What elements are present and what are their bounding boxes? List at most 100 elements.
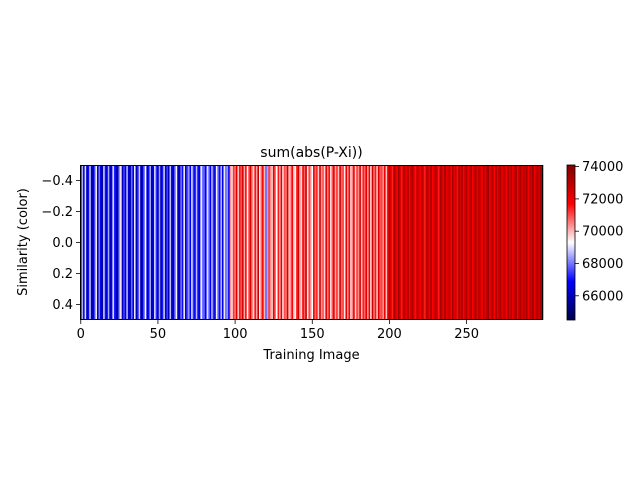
heatmap-cell [112,165,115,320]
heatmap-cell [225,165,227,320]
heatmap-cell [407,165,410,320]
heatmap-cell [391,165,394,320]
heatmap-cell [431,165,434,320]
heatmap-cell [526,165,528,320]
heatmap-cell [104,165,107,320]
heatmap-cell [411,165,414,320]
heatmap-cell [303,165,306,320]
heatmap-cell [121,165,124,320]
heatmap-cell [427,165,430,320]
heatmap-cell [154,165,156,320]
heatmap-cell [252,165,255,320]
heatmap-cell [459,165,462,320]
heatmap-cell [288,165,291,320]
heatmap-cell [96,165,99,320]
heatmap-cell [228,165,231,320]
heatmap-cell [362,165,365,320]
colorbar-tick-label: 68000 [582,257,623,272]
heatmap-cell [263,165,266,320]
heatmap-cell [399,165,402,320]
heatmap-cell [134,165,136,320]
heatmap-cell [340,165,343,320]
heatmap-cell [175,165,178,320]
heatmap-cell [397,165,400,320]
heatmap-cell [141,165,144,320]
heatmap-cell [195,165,198,320]
heatmap-cell [388,165,391,320]
heatmap-cell [198,165,201,320]
heatmap-cell [313,165,315,320]
heatmap-cell [516,165,519,320]
heatmap-cell [334,165,337,320]
heatmap-cell [249,165,252,320]
heatmap-cell [147,165,150,320]
heatmap-cell [467,165,470,320]
heatmap-cell [232,165,235,320]
y-tick-label: −0.4 [41,174,73,189]
heatmap-cell [479,165,482,320]
heatmap-cell [300,165,303,320]
heatmap-cell [438,165,440,320]
heatmap-cell [220,165,223,320]
heatmap-cell [377,165,380,320]
heatmap-cell [189,165,192,320]
heatmap-cell [117,165,119,320]
colorbar-ticks: 66000 68000 70000 72000 74000 [575,160,623,304]
heatmap-cell [206,165,209,320]
y-tick-label: 0.0 [52,236,73,251]
heatmap-cell [229,165,232,320]
heatmap-cell [345,165,348,320]
y-axis-ticks: −0.4 −0.2 0.0 0.2 0.4 [41,174,80,313]
heatmap-cell [325,165,328,320]
heatmap-cell [294,165,297,320]
heatmap-cell [434,165,437,320]
heatmap-cell [106,165,109,320]
heatmap-cell [110,165,113,320]
heatmap-cell [243,165,246,320]
heatmap-cell [538,165,541,320]
heatmap-cell [422,165,425,320]
heatmap-cell [138,165,141,320]
heatmap-cell [451,165,454,320]
heatmap-cell [255,165,258,320]
heatmap-cell [98,165,101,320]
heatmap-cell [129,165,132,320]
heatmap-cell [512,165,515,320]
heatmap-cell [373,165,376,320]
heatmap-cell [194,165,197,320]
heatmap-cell [342,165,345,320]
heatmap-cell [496,165,499,320]
heatmap-cell [166,165,169,320]
heatmap-cell [379,165,382,320]
heatmap-cell [277,165,280,320]
heatmap-cell [144,165,147,320]
heatmap-cell [524,165,527,320]
heatmap-cell [308,165,311,320]
heatmap-cell [146,165,149,320]
heatmap-cell [357,165,360,320]
heatmap-cell [371,165,374,320]
colorbar-tick-label: 66000 [582,289,623,304]
heatmap-cell [421,165,423,320]
heatmap-cell [502,165,505,320]
heatmap-cell [200,165,203,320]
heatmap-cell [376,165,379,320]
heatmap-cell [150,165,153,320]
heatmap-cell [83,165,85,320]
heatmap-cell [251,165,254,320]
heatmap-cell [152,165,155,320]
heatmap-cell [328,165,331,320]
heatmap-cell [322,165,325,320]
heatmap-cell [180,165,183,320]
heatmap-cell [160,165,163,320]
heatmap-cell [231,165,234,320]
heatmap-cell [268,165,271,320]
x-axis-ticks: 0 50 100 150 200 250 [77,320,479,342]
heatmap-cell [177,165,180,320]
heatmap-cell [100,165,102,320]
heatmap-cell [367,165,369,320]
heatmap-cell [331,165,334,320]
heatmap-cell [462,165,465,320]
heatmap-cell [532,165,535,320]
heatmap-cell [475,165,477,320]
